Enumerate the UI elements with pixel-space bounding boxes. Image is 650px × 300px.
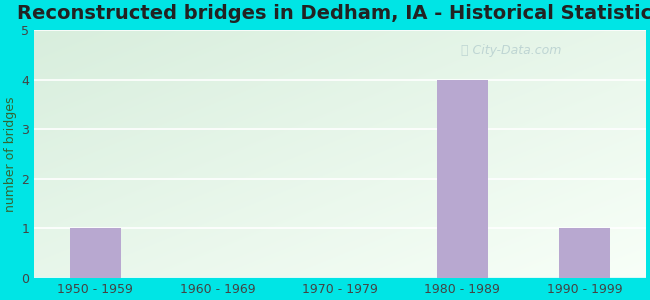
Bar — [437, 80, 488, 278]
Y-axis label: number of bridges: number of bridges — [4, 96, 17, 212]
Bar — [70, 228, 121, 278]
Bar — [559, 228, 610, 278]
Text: ⓘ City-Data.com: ⓘ City-Data.com — [461, 44, 562, 57]
Title: Reconstructed bridges in Dedham, IA - Historical Statistics: Reconstructed bridges in Dedham, IA - Hi… — [17, 4, 650, 23]
